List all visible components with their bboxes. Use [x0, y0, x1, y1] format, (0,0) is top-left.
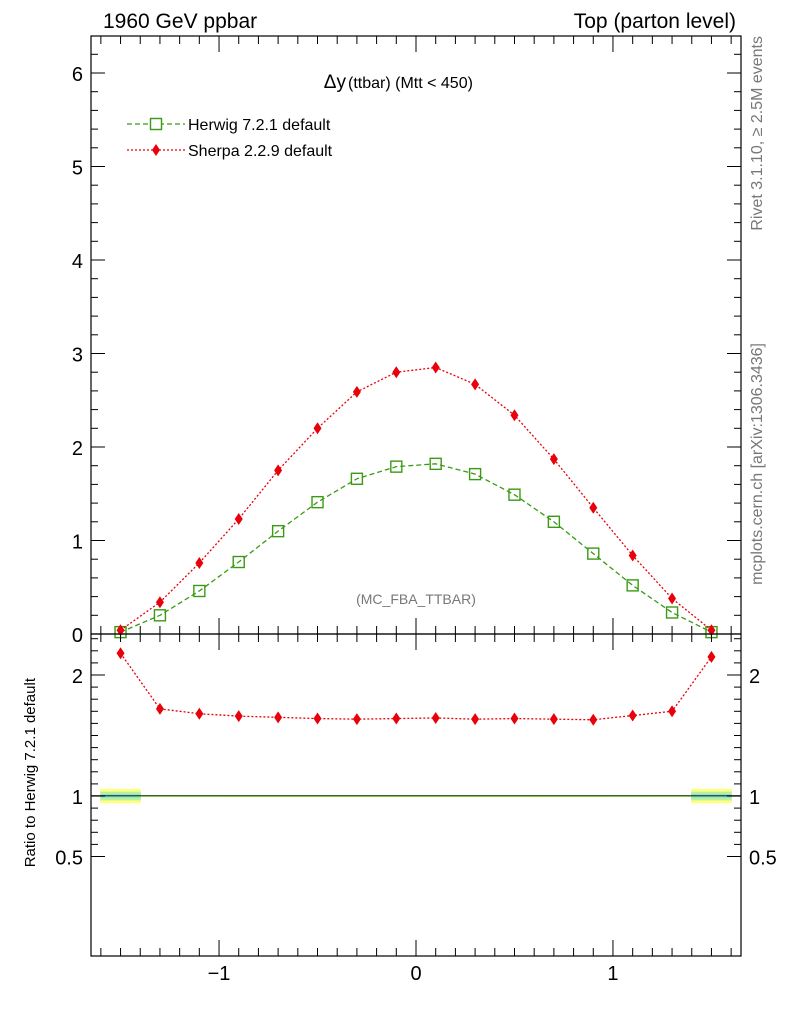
legend: Herwig 7.2.1 default Sherpa 2.2.9 defaul…: [127, 117, 333, 160]
ratio-series: [116, 647, 716, 726]
sherpa-point: [392, 366, 401, 379]
ratio-point: [471, 713, 480, 726]
ratio-point: [668, 705, 677, 718]
ratio-point: [274, 711, 283, 724]
legend-sherpa-label: Sherpa 2.2.9 default: [188, 143, 333, 160]
xtick-label: 1: [607, 963, 618, 985]
sherpa-point: [549, 453, 558, 466]
ratio-ytick-label: 2: [72, 666, 83, 688]
ratio-ytick-label-right: 1: [749, 787, 760, 809]
ratio-uncertainty-band: [91, 788, 741, 804]
main-ytick-label: 6: [72, 64, 83, 86]
ratio-point: [195, 707, 204, 720]
main-axis-ticks: 0 1 2 3 4 5 6: [72, 36, 741, 647]
sherpa-point: [234, 512, 243, 525]
ratio-point: [589, 713, 598, 726]
header-right: Top (parton level): [574, 10, 736, 33]
herwig-point: [429, 457, 442, 471]
ratio-point: [116, 647, 125, 660]
legend-herwig-marker: [149, 117, 163, 131]
herwig-point: [193, 584, 206, 598]
sherpa-point: [155, 596, 164, 609]
herwig-point: [587, 547, 600, 560]
ratio-point: [392, 712, 401, 725]
header-left: 1960 GeV ppbar: [103, 10, 257, 33]
herwig-point: [390, 460, 403, 473]
ratio-point: [431, 711, 440, 724]
series-line-herwig: [120, 463, 712, 633]
mcplots-label: mcplots.cern.ch [arXiv:1306.3436]: [749, 343, 766, 585]
sherpa-point: [195, 556, 204, 569]
main-ytick-label: 4: [72, 251, 83, 273]
herwig-point: [508, 488, 521, 501]
main-ytick-label: 1: [72, 532, 83, 554]
ratio-panel: 0.5 0.5 1 1 2 2 −1 0 1 Ratio to Herwig 7.2.1 def…: [22, 633, 777, 985]
ratio-ytick-label-right: 0.5: [749, 848, 777, 870]
ratio-point: [510, 712, 519, 725]
sherpa-point: [352, 385, 361, 398]
herwig-point: [547, 515, 561, 528]
ratio-point: [628, 709, 637, 722]
sherpa-point: [628, 549, 637, 562]
series-line-sherpa: [120, 366, 712, 631]
ratio-point: [234, 710, 243, 723]
sherpa-point: [471, 378, 480, 391]
main-series: [114, 361, 718, 639]
ratio-ytick-label: 1: [72, 787, 83, 809]
main-ytick-label: 3: [72, 345, 83, 367]
herwig-point: [153, 609, 167, 622]
sherpa-point: [510, 409, 519, 422]
sherpa-point: [668, 592, 677, 605]
herwig-point: [232, 555, 245, 569]
plot-title-sub: (ttbar) (Mtt < 450): [348, 75, 473, 92]
watermark: (MC_FBA_TTBAR): [356, 591, 476, 607]
sherpa-point: [589, 501, 598, 514]
legend-sherpa-marker: [152, 144, 160, 156]
ratio-point: [313, 712, 322, 725]
main-ytick-label: 0: [72, 625, 83, 647]
main-ytick-label: 5: [72, 158, 83, 180]
ratio-point: [549, 713, 558, 726]
xtick-label: 0: [410, 963, 421, 985]
ratio-frame: [90, 633, 742, 957]
ratio-ytick-label: 0.5: [55, 848, 83, 870]
sherpa-point: [313, 422, 322, 435]
legend-herwig-label: Herwig 7.2.1 default: [188, 117, 331, 134]
ratio-point: [155, 702, 164, 715]
sherpa-point: [431, 361, 440, 374]
herwig-point: [665, 606, 679, 619]
herwig-point: [468, 467, 482, 481]
ratio-point: [352, 713, 361, 726]
herwig-point: [271, 524, 285, 538]
main-ytick-label: 2: [72, 438, 83, 460]
plot-title-main: Δy: [324, 72, 347, 93]
ratio-line-sherpa: [120, 652, 712, 721]
xtick-label: −1: [208, 963, 231, 985]
ratio-axis-ticks: 0.5 0.5 1 1 2 2 −1 0 1: [55, 634, 777, 985]
sherpa-point: [116, 624, 125, 637]
sherpa-point: [274, 464, 283, 477]
herwig-point: [626, 579, 639, 592]
sherpa-point: [707, 624, 716, 637]
herwig-point: [350, 472, 364, 485]
ratio-ylabel: Ratio to Herwig 7.2.1 default: [22, 677, 39, 867]
ratio-ytick-label-right: 2: [749, 666, 760, 688]
herwig-point: [311, 495, 324, 509]
main-panel: 0 1 2 3 4 5 6 Δy (ttbar) (Mtt < 450) (MC_FBA_T…: [72, 35, 742, 647]
rivet-label: Rivet 3.1.10, ≥ 2.5M events: [749, 36, 766, 231]
ratio-point: [707, 650, 716, 663]
